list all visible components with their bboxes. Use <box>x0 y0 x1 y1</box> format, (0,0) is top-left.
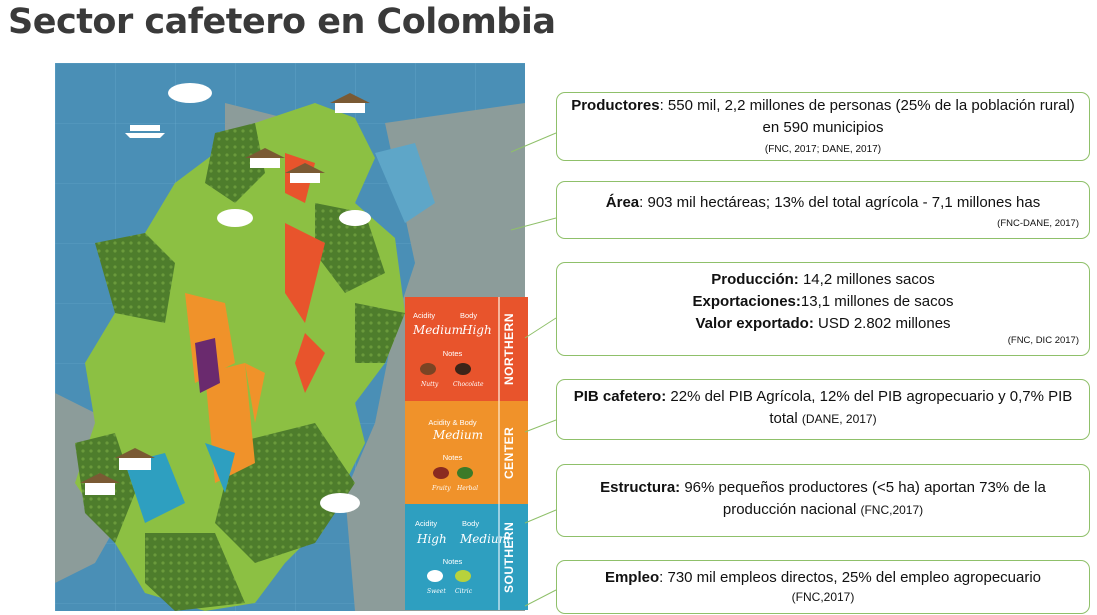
lime-icon <box>455 570 471 582</box>
productores-source: (FNC, 2017; DANE, 2017) <box>764 144 882 155</box>
legend-southern-acidity-label: Acidity <box>415 519 438 528</box>
produccion-source: (FNC, DIC 2017) <box>1007 335 1079 346</box>
legend-southern-acidity: High <box>417 532 447 546</box>
legend-northern-notes-label: Notes <box>442 349 463 358</box>
connector-empleo <box>524 589 557 607</box>
produccion-label: Producción: <box>711 271 799 288</box>
legend-northern: NORTHERN Acidity Body Medium High Notes … <box>405 297 528 401</box>
callout-area: Área: 903 mil hectáreas; 13% del total a… <box>556 181 1090 239</box>
area-text: : 903 mil hectáreas; 13% del total agríc… <box>639 194 1041 211</box>
area-source: (FNC-DANE, 2017) <box>997 218 1079 229</box>
connector-area <box>510 217 557 231</box>
legend-southern-body-label: Body <box>462 519 480 528</box>
legend-center: CENTER Acidity & Body Medium Notes Fruit… <box>405 401 528 504</box>
legend-southern-note1: Sweet <box>427 588 446 595</box>
area-label: Área <box>605 194 640 211</box>
legend-southern-notes-label: Notes <box>442 557 463 566</box>
callout-empleo: Empleo: 730 mil empleos directos, 25% de… <box>556 560 1090 614</box>
productores-label: Productores <box>571 97 660 114</box>
callout-pib: PIB cafetero: 22% del PIB Agrícola, 12% … <box>556 379 1090 440</box>
produccion-text: 14,2 millones sacos <box>798 271 935 288</box>
estructura-text: 96% pequeños productores (<5 ha) aportan… <box>680 479 1046 518</box>
legend-center-note2: Herbal <box>457 485 478 492</box>
connector-produccion <box>524 317 557 339</box>
chocolate-icon <box>455 363 471 375</box>
legend-center-notes-label: Notes <box>442 453 463 462</box>
legend-center-combo-label: Acidity & Body <box>428 418 477 427</box>
exportaciones-label: Exportaciones: <box>692 293 801 310</box>
callout-estructura: Estructura: 96% pequeños productores (<5… <box>556 464 1090 537</box>
fruit-icon <box>433 467 449 479</box>
estructura-label: Estructura: <box>600 479 681 496</box>
estructura-source: (FNC,2017) <box>860 503 924 517</box>
empleo-source: (FNC,2017) <box>791 590 855 604</box>
exportaciones-text: 13,1 millones de sacos <box>800 293 954 310</box>
callout-produccion: Producción: 14,2 millones sacos Exportac… <box>556 262 1090 356</box>
legend-northern-note2: Chocolate <box>453 381 484 388</box>
legend-southern-note2: Citric <box>455 588 473 595</box>
pib-label: PIB cafetero: <box>573 388 667 405</box>
legend-southern: SOUTHERN Acidity Body High Medium Notes … <box>405 504 528 610</box>
callout-productores: Productores: 550 mil, 2,2 millones de pe… <box>556 92 1090 161</box>
page-title: Sector cafetero en Colombia <box>8 2 556 42</box>
sugar-icon <box>427 570 443 582</box>
legend-center-combo: Medium <box>433 428 484 442</box>
empleo-label: Empleo <box>604 569 660 586</box>
pib-text: 22% del PIB Agrícola, 12% del PIB agrope… <box>666 388 1073 427</box>
legend-northern-note1: Nutty <box>421 381 439 388</box>
productores-text: : 550 mil, 2,2 millones de personas (25%… <box>659 97 1075 136</box>
nut-icon <box>420 363 436 375</box>
legend-northern-body: High <box>462 323 492 337</box>
legend-center-note1: Fruity <box>432 485 451 492</box>
valor-exportado-text: USD 2.802 millones <box>813 315 951 332</box>
legend-southern-body: Medium <box>460 532 511 546</box>
valor-exportado-label: Valor exportado: <box>695 315 814 332</box>
empleo-text: : 730 mil empleos directos, 25% del empl… <box>659 569 1042 586</box>
connector-pib <box>524 419 557 433</box>
connector-estructura <box>524 509 557 524</box>
connector-productores <box>510 132 557 153</box>
herb-icon <box>457 467 473 479</box>
legend-northern-acidity: Medium <box>413 323 464 337</box>
legend-northern-acidity-label: Acidity <box>413 311 436 320</box>
pib-source: (DANE, 2017) <box>801 412 877 426</box>
legend-northern-body-label: Body <box>460 311 478 320</box>
